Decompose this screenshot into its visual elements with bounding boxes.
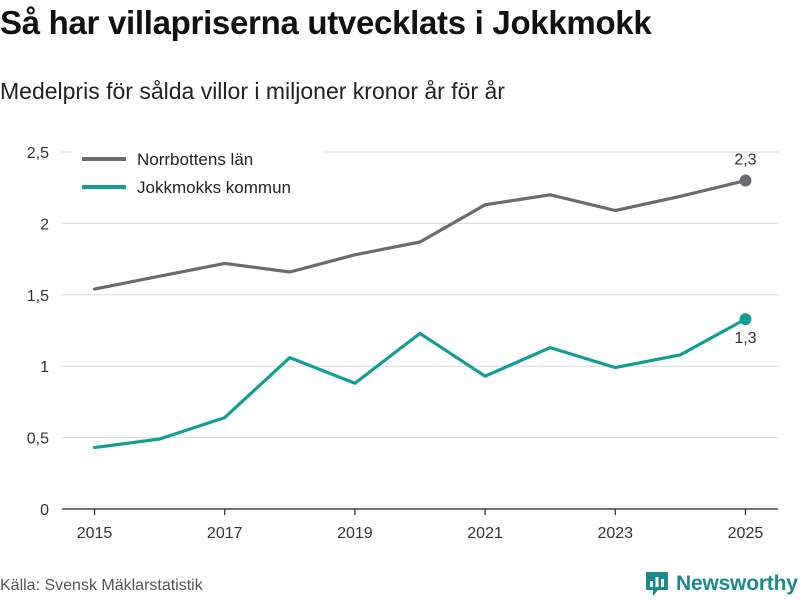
source-note: Källa: Svensk Mäklarstatistik — [0, 577, 203, 594]
end-value-label: 1,3 — [734, 330, 756, 347]
chart-subtitle: Medelpris för sålda villor i miljoner kr… — [0, 78, 505, 104]
legend-label: Norrbottens län — [137, 150, 253, 169]
legend-label: Jokkmokks kommun — [137, 178, 291, 197]
y-tick-label: 1,5 — [27, 288, 49, 305]
end-value-label: 2,3 — [734, 152, 756, 169]
series-line-jokkmokk — [92, 317, 748, 450]
x-tick-label: 2015 — [77, 525, 113, 542]
y-tick-label: 0,5 — [27, 431, 49, 448]
x-tick-label: 2019 — [337, 525, 373, 542]
y-tick-label: 2,5 — [27, 145, 49, 162]
chart-title: Så har villapriserna utvecklats i Jokkmo… — [0, 4, 652, 41]
legend-background — [72, 140, 324, 208]
brand-name: Newsworthy — [676, 572, 798, 595]
newsworthy-logo-icon — [646, 572, 668, 596]
y-tick-label: 1 — [40, 359, 49, 376]
x-tick-label: 2023 — [597, 525, 633, 542]
x-tick-label: 2017 — [207, 525, 243, 542]
x-tick-label: 2021 — [467, 525, 503, 542]
x-tick-label: 2025 — [728, 525, 764, 542]
end-point-marker — [739, 174, 752, 187]
series-line-norrbotten — [92, 179, 748, 291]
y-tick-label: 0 — [40, 502, 49, 519]
y-tick-label: 2 — [40, 216, 49, 233]
brand-logo: Newsworthy — [644, 569, 798, 599]
end-point-marker — [739, 313, 752, 326]
